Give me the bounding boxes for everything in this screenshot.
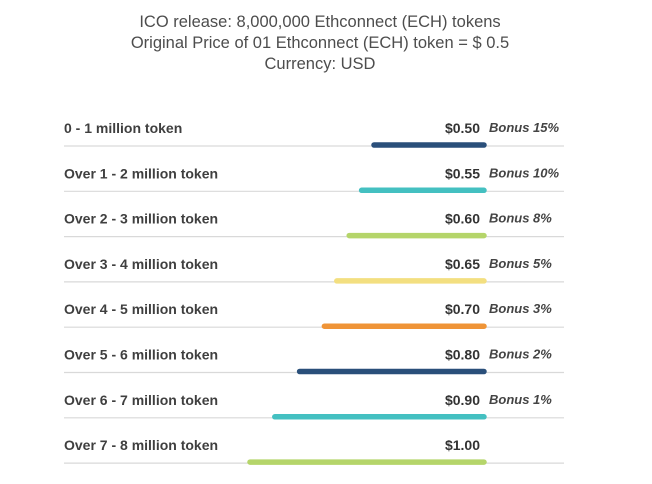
tier-label: Over 7 - 8 million token bbox=[64, 437, 218, 453]
tier-row: Over 6 - 7 million token $0.90 Bonus 1% bbox=[64, 392, 564, 420]
tier-label: Over 5 - 6 million token bbox=[64, 347, 218, 363]
tier-row: Over 7 - 8 million token $1.00 bbox=[64, 437, 564, 465]
tier-row: Over 3 - 4 million token $0.65 Bonus 5% bbox=[64, 256, 564, 284]
price-label: $0.80 bbox=[445, 347, 480, 363]
tier-row: 0 - 1 million token $0.50 Bonus 15% bbox=[64, 120, 564, 148]
tier-label: Over 6 - 7 million token bbox=[64, 392, 218, 408]
tier-row: Over 5 - 6 million token $0.80 Bonus 2% bbox=[64, 347, 564, 375]
tier-label: Over 1 - 2 million token bbox=[64, 165, 218, 181]
bonus-label: Bonus 15% bbox=[489, 120, 560, 135]
bonus-label: Bonus 2% bbox=[489, 347, 552, 362]
chart-rows: 0 - 1 million token $0.50 Bonus 15% Over 1 … bbox=[64, 120, 564, 465]
bonus-label: Bonus 10% bbox=[489, 165, 560, 180]
price-label: $0.55 bbox=[445, 165, 480, 181]
tier-row: Over 1 - 2 million token $0.55 Bonus 10% bbox=[64, 165, 564, 194]
tier-label: Over 2 - 3 million token bbox=[64, 211, 218, 227]
price-label: $1.00 bbox=[445, 437, 480, 453]
bonus-label: Bonus 1% bbox=[489, 392, 552, 407]
price-label: $0.90 bbox=[445, 392, 480, 408]
header-line-1: ICO release: 8,000,000 Ethconnect (ECH) … bbox=[139, 13, 501, 31]
bonus-label: Bonus 8% bbox=[489, 211, 552, 226]
chart-header: ICO release: 8,000,000 Ethconnect (ECH) … bbox=[0, 12, 640, 75]
tier-label: Over 4 - 5 million token bbox=[64, 301, 218, 317]
header-line-3: Currency: USD bbox=[264, 55, 376, 73]
price-label: $0.60 bbox=[445, 211, 480, 227]
tier-label: Over 3 - 4 million token bbox=[64, 256, 218, 272]
header-line-2: Original Price of 01 Ethconnect (ECH) to… bbox=[130, 34, 510, 52]
tier-row: Over 2 - 3 million token $0.60 Bonus 8% bbox=[64, 211, 564, 239]
price-label: $0.50 bbox=[445, 120, 480, 136]
bonus-label: Bonus 5% bbox=[489, 256, 552, 271]
bonus-label: Bonus 3% bbox=[489, 301, 552, 316]
tier-row: Over 4 - 5 million token $0.70 Bonus 3% bbox=[64, 301, 564, 329]
price-label: $0.70 bbox=[445, 301, 480, 317]
price-label: $0.65 bbox=[445, 256, 480, 272]
tier-label: 0 - 1 million token bbox=[64, 120, 182, 136]
